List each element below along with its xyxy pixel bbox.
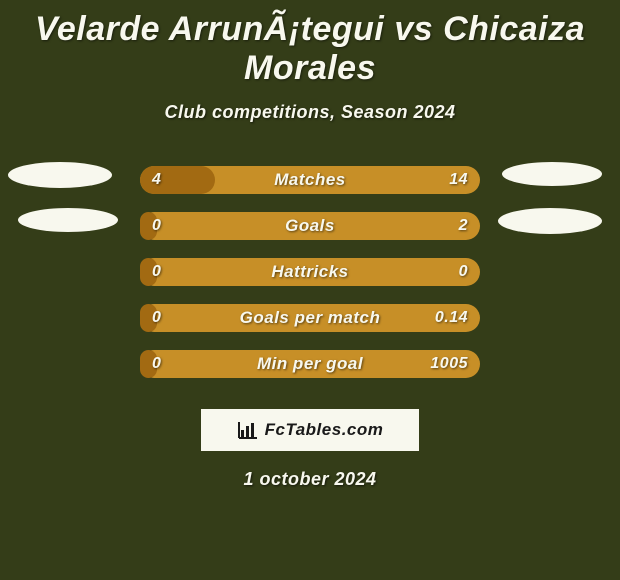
stat-value-right: 14 [449,171,468,189]
stat-bar: 0 Goals per match 0.14 [140,304,480,332]
stat-value-left: 0 [152,217,161,235]
stat-value-right: 1005 [430,355,468,373]
stat-row: 0 Hattricks 0 [0,249,620,295]
stat-bar: 0 Min per goal 1005 [140,350,480,378]
stat-row: 0 Min per goal 1005 [0,341,620,387]
avatar-ellipse-left [8,162,112,188]
page-subtitle: Club competitions, Season 2024 [0,102,620,123]
stat-bar: 4 Matches 14 [140,166,480,194]
date-text: 1 october 2024 [0,469,620,490]
avatar-ellipse-right [498,208,602,234]
stat-bar: 0 Goals 2 [140,212,480,240]
stat-label: Goals [285,216,335,236]
stat-label: Min per goal [257,354,363,374]
stat-row: 4 Matches 14 [0,157,620,203]
stat-value-right: 2 [459,217,468,235]
logo-text: FcTables.com [265,420,384,440]
logo-box: FcTables.com [201,409,419,451]
page-title: Velarde ArrunÃ¡tegui vs Chicaiza Morales [0,0,620,88]
stat-bar: 0 Hattricks 0 [140,258,480,286]
stat-value-left: 0 [152,263,161,281]
bar-chart-icon [237,420,259,440]
stat-value-left: 0 [152,309,161,327]
stat-value-left: 0 [152,355,161,373]
stat-value-left: 4 [152,171,161,189]
stat-rows: 4 Matches 14 0 Goals 2 0 Hattricks 0 0 Goals per m… [0,157,620,387]
stat-label: Hattricks [271,262,348,282]
stat-value-right: 0.14 [435,309,468,327]
stat-row: 0 Goals per match 0.14 [0,295,620,341]
stat-label: Matches [274,170,346,190]
comparison-infographic: Velarde ArrunÃ¡tegui vs Chicaiza Morales… [0,0,620,580]
stat-row: 0 Goals 2 [0,203,620,249]
avatar-ellipse-right [502,162,602,186]
avatar-ellipse-left [18,208,118,232]
stat-value-right: 0 [459,263,468,281]
stat-label: Goals per match [240,308,381,328]
